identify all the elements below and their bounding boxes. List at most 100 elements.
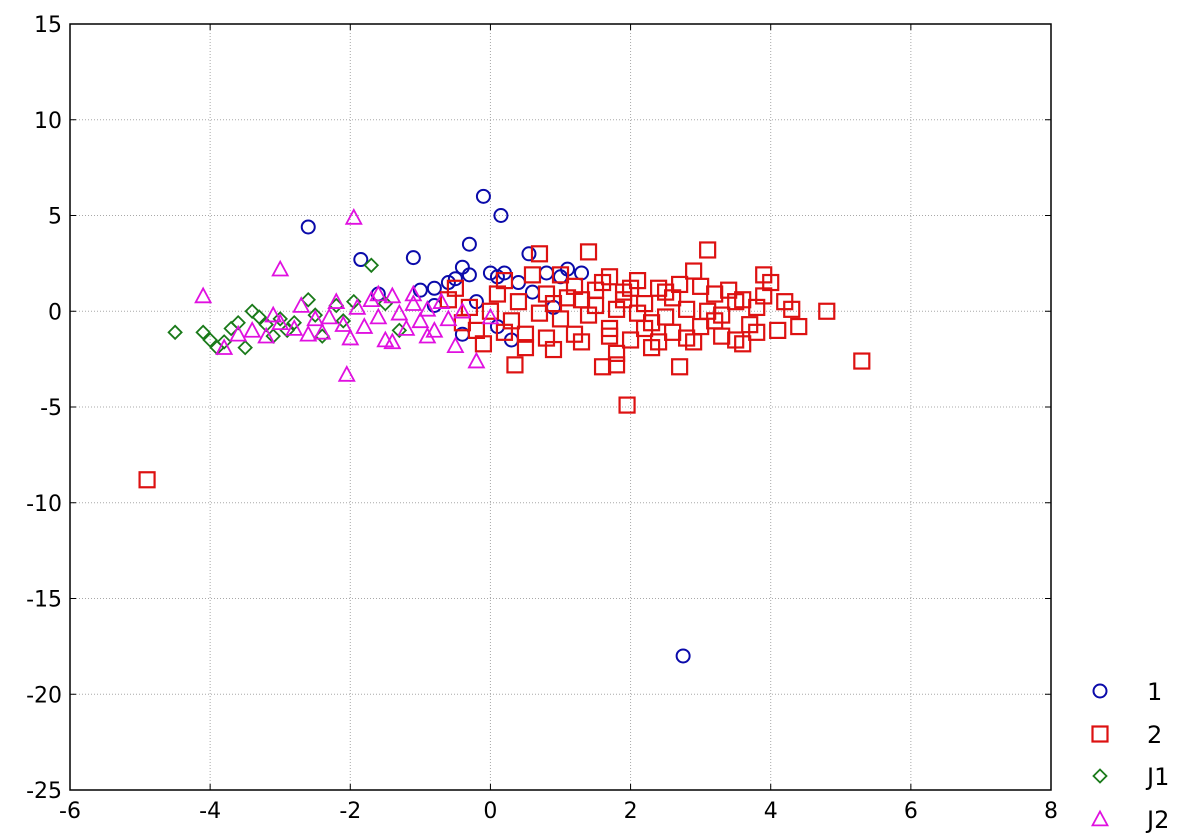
series-J2-point	[404, 284, 423, 302]
x-tick-label: 0	[483, 799, 497, 824]
series-2-point	[509, 293, 528, 311]
y-tick-label: 10	[34, 109, 62, 134]
y-tick-label: -20	[26, 683, 62, 708]
y-tick-label: 15	[34, 13, 62, 38]
series-2-point	[748, 323, 766, 341]
series-1-point	[447, 271, 463, 287]
series-2-point	[495, 323, 514, 341]
axis-ticks	[69, 23, 1052, 791]
series-J2-point	[306, 309, 325, 327]
series-2-point	[618, 396, 636, 414]
y-tick-label: -5	[40, 396, 62, 421]
series-J2-point	[425, 321, 444, 338]
series-J2-point	[453, 301, 472, 319]
series-J1	[167, 257, 408, 356]
series-J2-point	[264, 305, 283, 323]
series-2-point	[586, 281, 605, 299]
y-tick-label: 0	[48, 300, 62, 325]
series-J2-point	[369, 307, 388, 325]
data-points	[138, 188, 871, 664]
legend-item-J1: J1	[1092, 763, 1169, 791]
legend-item-1: 1	[1092, 678, 1162, 706]
series-J2-point	[404, 294, 423, 311]
y-tick-label: -25	[26, 779, 62, 804]
series-J2-point	[369, 284, 388, 302]
series-J2-point	[362, 290, 381, 308]
series-J2-point	[418, 299, 437, 317]
series-2-point	[699, 241, 717, 259]
series-J2-point	[243, 321, 262, 338]
series-2-point	[664, 289, 682, 307]
legend-marker-J2	[1090, 809, 1110, 827]
series-J1-point	[258, 316, 274, 333]
x-tick-label: -2	[339, 799, 361, 824]
series-1-point	[353, 252, 369, 268]
series-J2-point	[397, 319, 416, 336]
series-J2-point	[432, 292, 451, 309]
series-2-point	[530, 245, 549, 263]
legend-label-2: 2	[1147, 721, 1162, 749]
series-J1-point	[195, 324, 211, 341]
series-2-point	[614, 291, 633, 309]
series-J1-point	[363, 257, 380, 274]
series-J1-point	[216, 334, 232, 350]
series-1-point	[461, 236, 477, 252]
series-J1-point	[286, 314, 303, 331]
series-J1-point	[251, 309, 267, 325]
series-1-point	[521, 246, 537, 262]
series-J1-point	[307, 307, 324, 323]
legend: 1 2 J1 J2	[1090, 678, 1169, 834]
x-tick-label: -4	[199, 799, 221, 824]
series-2-point	[488, 285, 507, 303]
series-2-point	[621, 331, 640, 349]
series-2-point	[720, 281, 738, 299]
series-2-point	[734, 291, 752, 309]
series-2-point	[755, 287, 773, 305]
series-2-point	[506, 356, 524, 374]
legend-label-J2: J2	[1145, 806, 1169, 834]
series-2-point	[600, 327, 619, 345]
series-2-point	[727, 331, 745, 349]
legend-item-2: 2	[1091, 721, 1162, 749]
series-2-point	[565, 325, 584, 343]
series-2-point	[481, 302, 500, 320]
x-tick-label: 2	[624, 799, 638, 824]
series-J2	[194, 208, 500, 382]
x-tick-label: 6	[904, 799, 918, 824]
series-2-point	[607, 344, 626, 362]
series-J2-point	[285, 319, 304, 336]
y-axis-tick-labels: 15 10 5 0 -5 -10 -15 -20 -25	[26, 13, 62, 804]
series-1-point	[475, 188, 491, 204]
series-J2-point	[390, 303, 409, 321]
series-1-point	[405, 250, 421, 266]
series-J1-point	[237, 339, 253, 356]
series-J1-point	[202, 332, 218, 348]
series-J2-point	[194, 286, 213, 304]
series-2-point	[628, 304, 647, 322]
series-2-point	[537, 329, 556, 347]
series-2-point	[671, 358, 689, 376]
series-2-point	[649, 279, 668, 297]
legend-item-J2: J2	[1090, 806, 1169, 834]
x-axis-tick-labels: -6 -4 -2 0 2 4 6 8	[59, 799, 1058, 824]
y-tick-label: -10	[26, 492, 62, 517]
series-J1-point	[391, 322, 408, 339]
series-2-point	[853, 352, 871, 370]
series-J2-point	[327, 292, 346, 309]
series-2-point	[544, 294, 563, 313]
series-2-point	[530, 304, 549, 322]
series-2-point	[818, 302, 836, 320]
series-J2-point	[341, 328, 360, 346]
series-J2-point	[215, 338, 234, 355]
series-J2-point	[313, 322, 332, 340]
series-2-point	[678, 329, 696, 347]
series-J2-point	[467, 351, 486, 369]
series-J2-point	[292, 296, 311, 313]
series-2-point	[138, 471, 156, 489]
series-J2-point	[383, 332, 402, 350]
series-2-point	[474, 335, 493, 353]
legend-marker-2	[1091, 725, 1109, 743]
series-J2-point	[439, 309, 458, 327]
